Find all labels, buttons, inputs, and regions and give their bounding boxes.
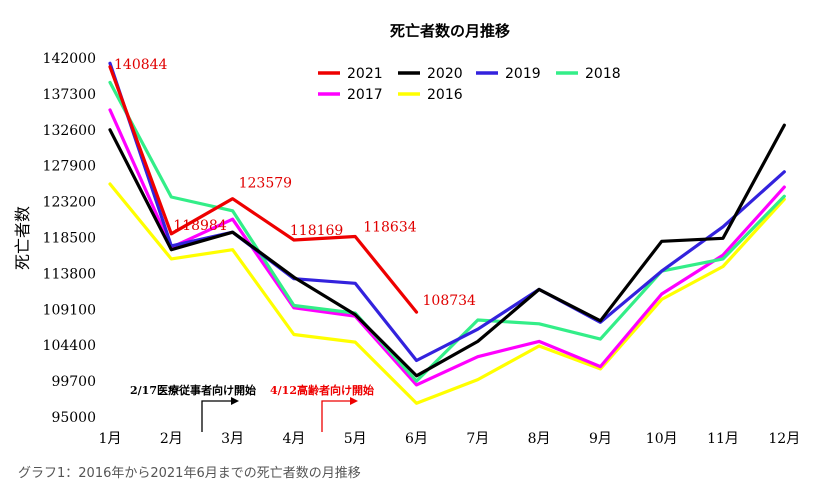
series-line-2020 [108,123,786,378]
data-label: 123579 [239,176,292,192]
annotation-arrowhead [350,397,358,405]
x-tick-label: 3月 [221,431,244,447]
y-axis-ticks: 95000 99700 104400 109100 113800 118500 123200… [43,51,96,426]
legend-label-2019: 2019 [505,66,541,82]
series-line-2018 [108,80,786,383]
annotation-arrowhead [231,397,239,405]
data-label: 118634 [363,219,417,235]
data-labels: 140844 118984 123579 118169 118634 108734 [114,57,476,309]
annotation-text: 2/17医療従事者向け開始 [130,383,256,397]
y-tick-label: 118500 [43,231,96,247]
y-tick-label: 109100 [43,302,96,318]
figure-caption: グラフ1：2016年から2021年6月までの死亡者数の月推移 [18,466,361,481]
legend-label-2021: 2021 [347,66,383,82]
y-tick-label: 113800 [43,266,96,282]
y-tick-label: 95000 [51,410,96,426]
data-label: 140844 [114,57,168,73]
x-tick-label: 7月 [466,431,489,447]
data-label: 108734 [423,293,477,309]
y-tick-label: 132600 [43,123,96,139]
x-tick-label: 12月 [768,431,800,447]
legend-label-2017: 2017 [347,87,383,103]
legend: 2021 2020 2019 2018 2017 2016 [318,66,621,103]
annotations: 2/17医療従事者向け開始 4/12高齢者向け開始 [130,383,374,432]
legend-label-2016: 2016 [427,87,463,103]
x-tick-label: 10月 [646,431,678,447]
y-tick-label: 142000 [43,51,96,67]
legend-label-2020: 2020 [427,66,463,82]
chart-title: 死亡者数の月推移 [390,22,510,40]
y-tick-label: 127900 [43,159,96,175]
x-axis-ticks: 1月 2月 3月 4月 5月 6月 7月 8月 9月 10月 11月 12月 [99,431,801,447]
data-label: 118169 [290,223,343,239]
series-lines [108,61,786,405]
x-tick-label: 5月 [344,431,367,447]
x-tick-label: 2月 [160,431,183,447]
series-line-2016 [108,182,786,405]
x-tick-label: 11月 [707,431,739,447]
x-tick-label: 8月 [528,431,551,447]
annotation-arrow [321,400,351,432]
y-tick-label: 137300 [43,87,96,103]
data-label: 118984 [173,218,227,234]
x-tick-label: 4月 [282,431,305,447]
annotation-arrow [201,400,232,432]
x-tick-label: 1月 [99,431,122,447]
y-axis-label: 死亡者数 [13,206,32,270]
annotation-text: 4/12高齢者向け開始 [270,383,374,397]
y-tick-label: 99700 [51,374,96,390]
legend-label-2018: 2018 [585,66,621,82]
series-line-2017 [108,108,786,387]
x-tick-label: 6月 [405,431,428,447]
x-tick-label: 9月 [589,431,612,447]
series-line-2021 [108,65,419,314]
y-tick-label: 104400 [43,338,96,354]
line-chart: 死亡者数の月推移 95000 99700 104400 109100 113800 118… [13,22,801,447]
y-tick-label: 123200 [43,195,96,211]
